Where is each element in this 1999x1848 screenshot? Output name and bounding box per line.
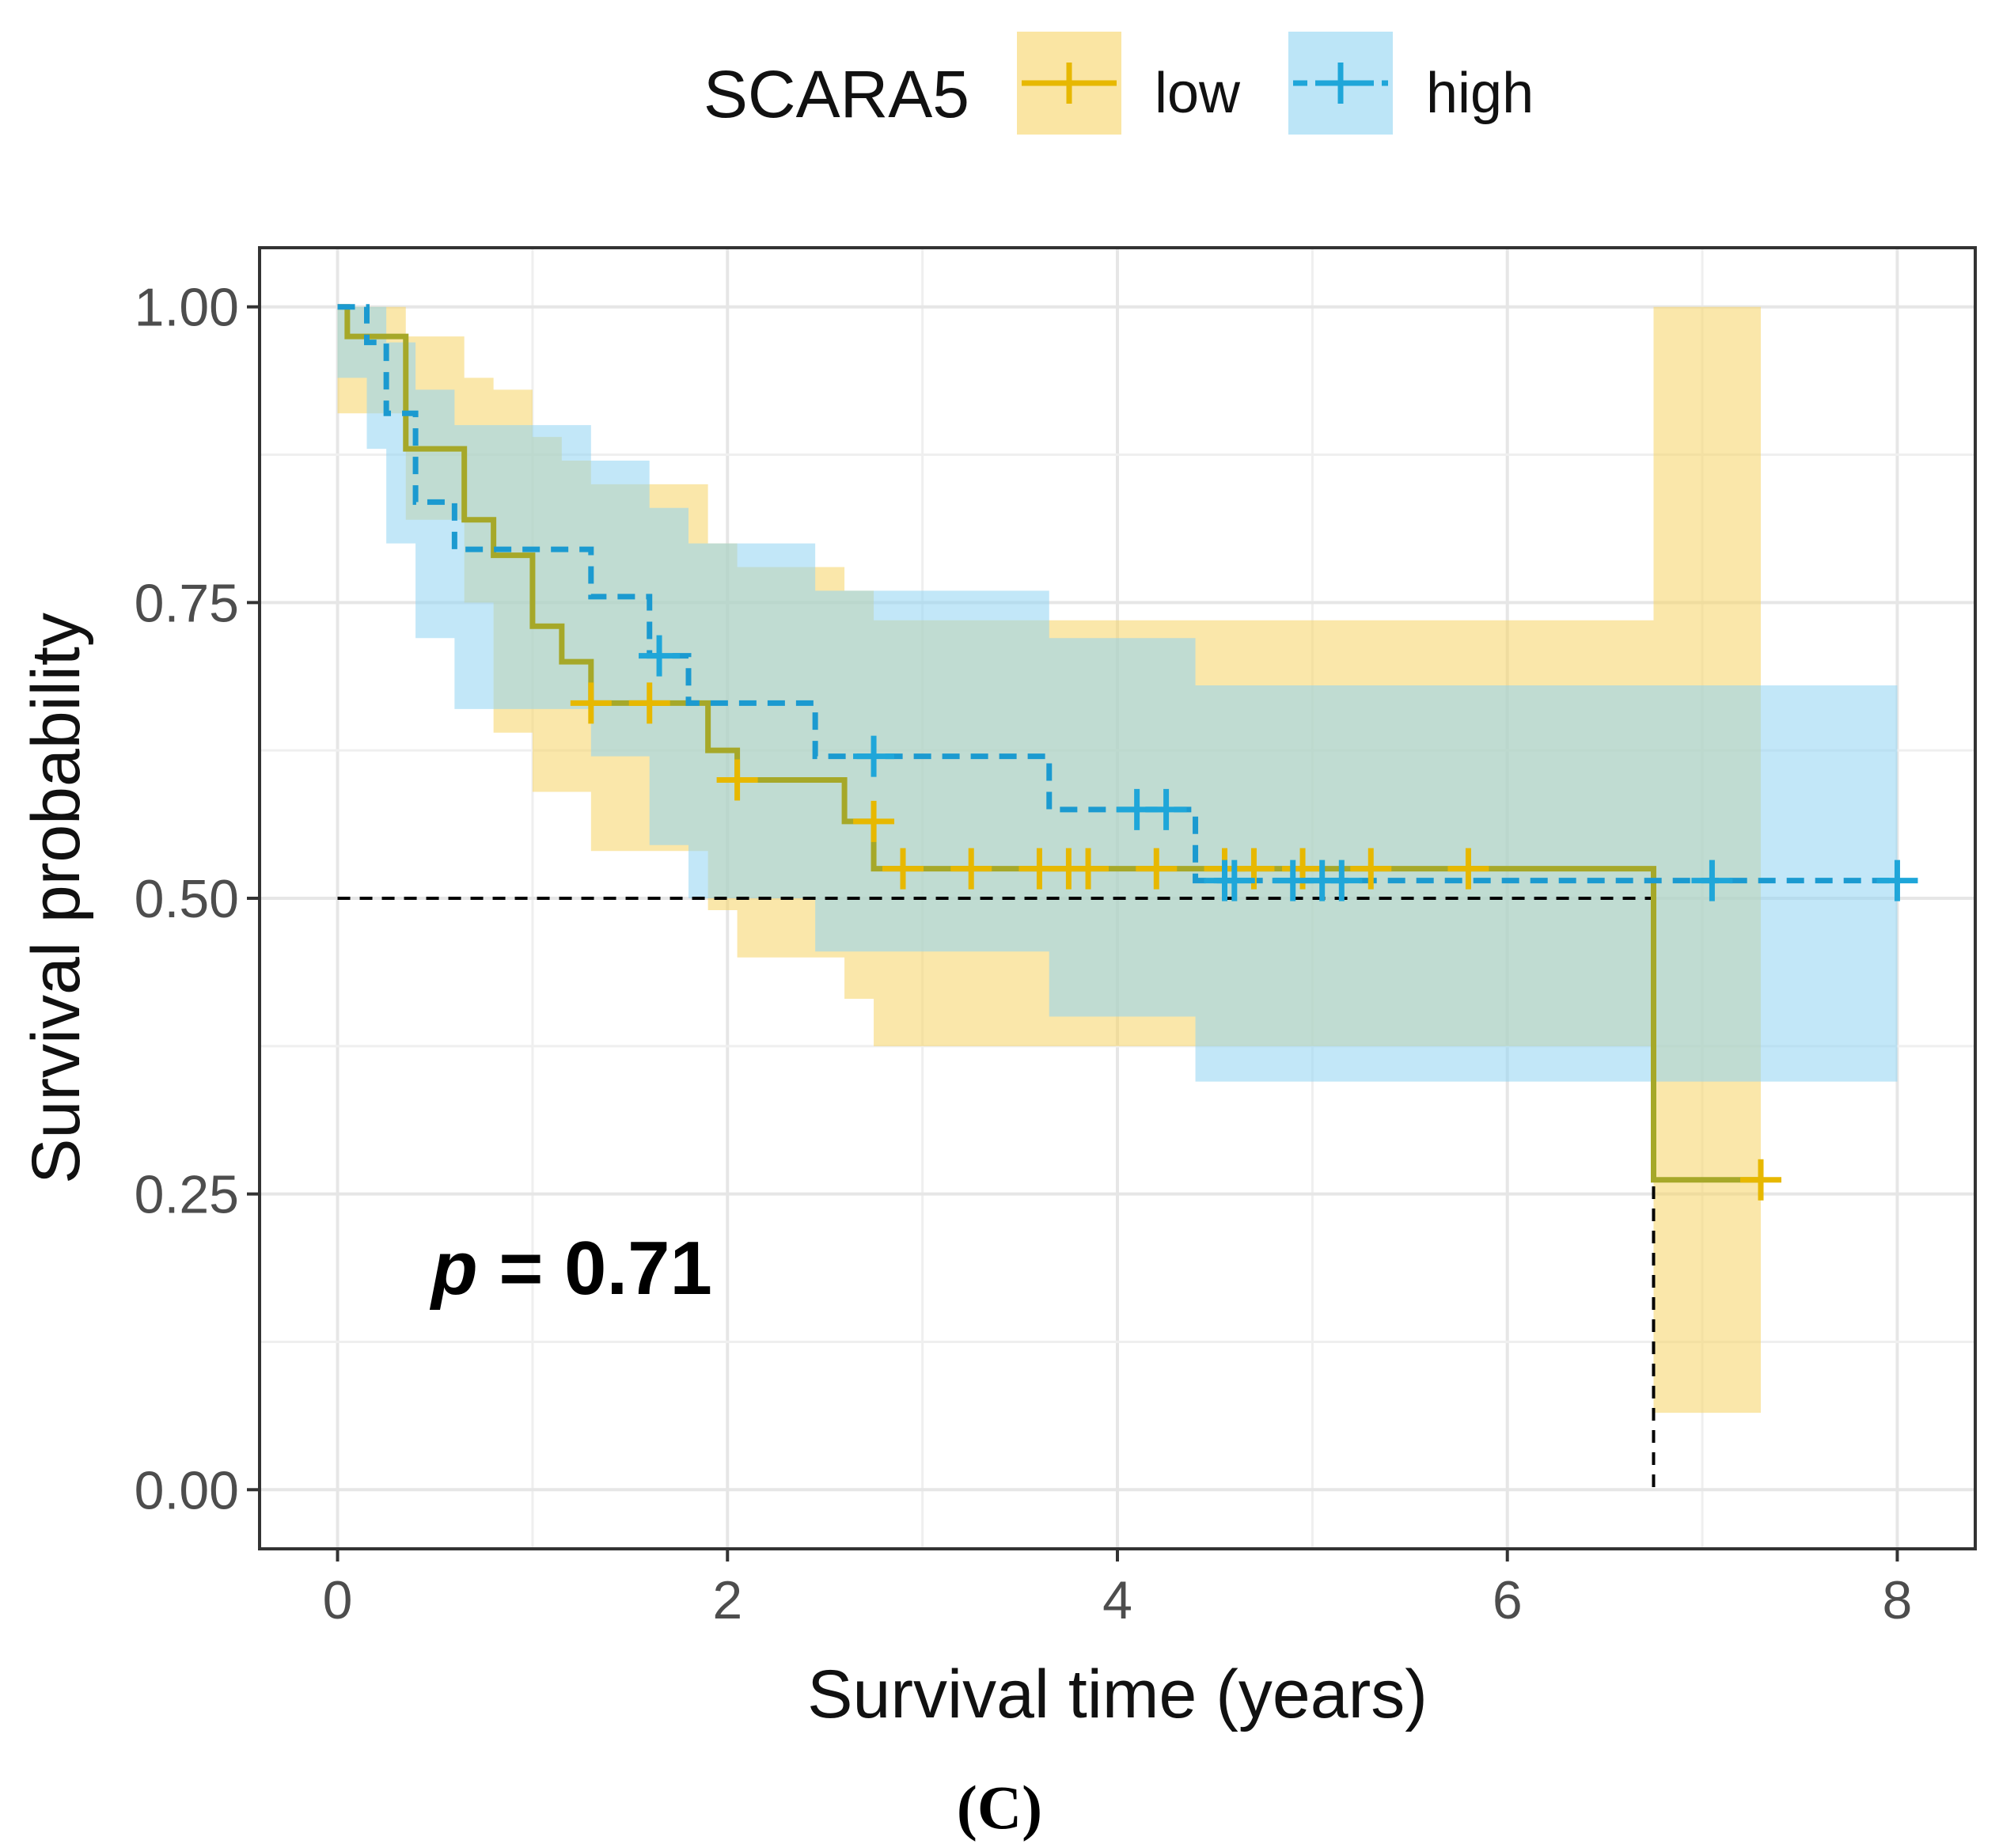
survival-curve-low (337, 304, 1761, 1183)
censor-mark-high (1876, 859, 1918, 901)
censor-mark-low (1350, 848, 1392, 890)
legend-label-low: low (1155, 62, 1241, 125)
p-value-symbol: p (429, 1226, 478, 1311)
censor-mark-high (639, 635, 681, 677)
legend-entries: low high (1017, 32, 1534, 135)
censor-mark-low (1136, 848, 1178, 890)
ci-band-high (337, 306, 1898, 1082)
legend-entry-high: high (1288, 32, 1534, 135)
censor-mark-high (1321, 859, 1363, 901)
censor-mark-low (1740, 1159, 1781, 1201)
legend-label-high: high (1426, 62, 1534, 125)
x-tick-label: 2 (712, 1570, 742, 1630)
censor-mark-low (882, 848, 924, 890)
survival-curve-high (337, 304, 1898, 884)
y-axis-label: Survival probability (18, 613, 94, 1184)
p-value-annotation: p = 0.71 (429, 1226, 712, 1311)
y-tick-label: 0.50 (135, 869, 239, 929)
x-tick-label: 6 (1493, 1570, 1523, 1630)
censor-mark-low (950, 848, 992, 890)
x-axis-label: Survival time (years) (807, 1656, 1428, 1732)
censor-mark-high (1691, 859, 1733, 901)
plot-panel: p = 0.71 (258, 246, 1977, 1550)
x-tick-label: 0 (323, 1570, 353, 1630)
y-tick-label: 0.00 (135, 1460, 239, 1520)
censor-mark-low (1447, 848, 1489, 890)
panel-label: (C) (957, 1773, 1042, 1842)
x-tick-label: 8 (1883, 1570, 1913, 1630)
survival-curves (337, 304, 1898, 1183)
confidence-bands (337, 306, 1898, 1414)
y-axis: 0.00 0.25 0.50 0.75 1.00 (135, 278, 260, 1520)
censor-mark-low (1068, 848, 1110, 890)
censor-mark-high (1213, 859, 1255, 901)
x-tick-label: 4 (1102, 1570, 1132, 1630)
legend-title: SCARA5 (704, 57, 969, 131)
legend-entry-low: low (1017, 32, 1241, 135)
censor-mark-low (853, 800, 895, 842)
censor-marks (570, 635, 1918, 1201)
censor-mark-low (628, 682, 670, 724)
censor-mark-high (1145, 788, 1187, 830)
censor-mark-low (570, 682, 612, 724)
censor-mark-high (853, 735, 895, 777)
x-axis: 0 2 4 6 8 (323, 1549, 1913, 1630)
legend: SCARA5 low high (704, 32, 1534, 135)
y-tick-label: 0.25 (135, 1165, 239, 1225)
y-tick-label: 1.00 (135, 278, 239, 338)
y-tick-label: 0.75 (135, 573, 239, 633)
censor-mark-low (716, 759, 758, 801)
p-value-text: = 0.71 (478, 1226, 712, 1311)
